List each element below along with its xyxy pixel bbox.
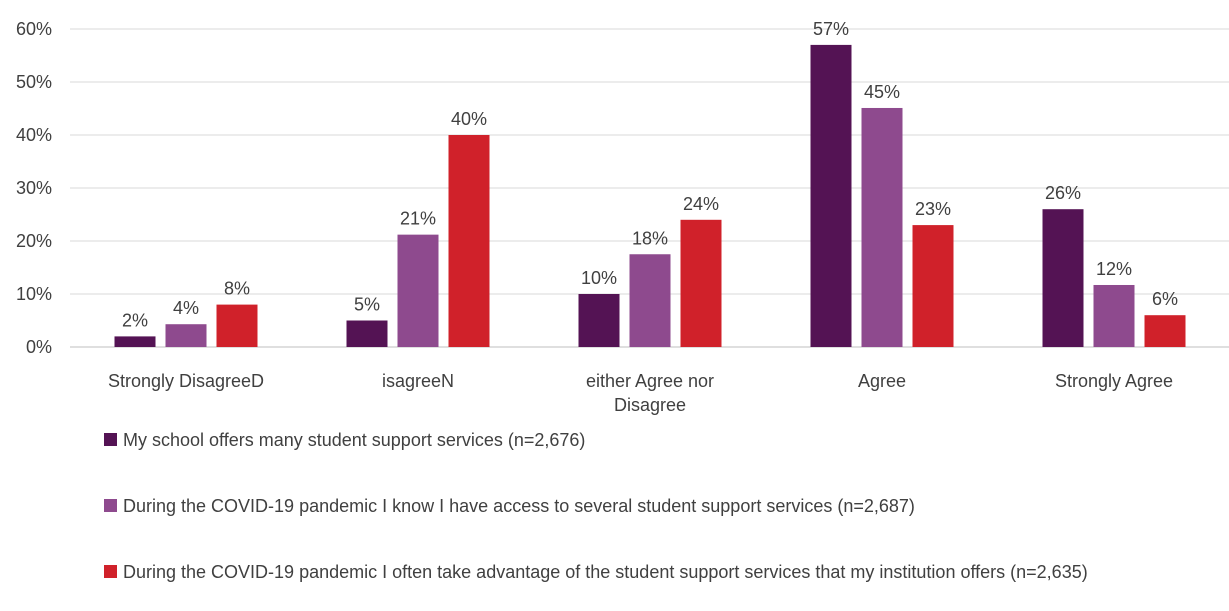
data-label: 45% [864, 82, 900, 102]
y-tick-label: 40% [16, 125, 52, 145]
legend-item-take-advantage: During the COVID-19 pandemic I often tak… [104, 560, 1088, 584]
data-label: 5% [354, 295, 380, 315]
bar [680, 219, 722, 347]
bar [448, 135, 490, 347]
bar [912, 225, 954, 347]
legend-label-1: During the COVID-19 pandemic I know I ha… [123, 496, 915, 516]
bar [397, 234, 439, 347]
bar [810, 44, 852, 348]
data-label: 23% [915, 199, 951, 219]
data-label: 24% [683, 194, 719, 214]
data-label: 12% [1096, 259, 1132, 279]
legend-label-0: My school offers many student support se… [123, 430, 586, 450]
bar [629, 254, 671, 347]
legend-swatch-1 [104, 499, 117, 512]
data-label: 10% [581, 268, 617, 288]
y-tick-label: 10% [16, 284, 52, 304]
bar [216, 304, 258, 347]
data-label: 18% [632, 228, 668, 248]
x-tick-label: either Agree nor [586, 371, 714, 391]
data-label: 4% [173, 298, 199, 318]
data-label: 6% [1152, 289, 1178, 309]
data-label: 40% [451, 109, 487, 129]
x-tick-label: Agree [858, 371, 906, 391]
bar [1042, 209, 1084, 347]
data-label: 26% [1045, 183, 1081, 203]
data-label: 2% [122, 310, 148, 330]
y-tick-label: 50% [16, 72, 52, 92]
data-label: 8% [224, 279, 250, 299]
x-tick-label: Strongly Agree [1055, 371, 1173, 391]
x-tick-label: Disagree [614, 395, 686, 415]
data-label: 21% [400, 209, 436, 229]
x-tick-label: isagreeN [382, 371, 454, 391]
y-tick-label: 60% [16, 19, 52, 39]
legend-swatch-2 [104, 565, 117, 578]
y-tick-label: 20% [16, 231, 52, 251]
bar [1144, 315, 1186, 347]
y-tick-label: 30% [16, 178, 52, 198]
bar [1093, 284, 1135, 347]
legend-item-school-offers: My school offers many student support se… [104, 428, 585, 452]
legend-swatch-0 [104, 433, 117, 446]
bar [578, 294, 620, 347]
bar [346, 320, 388, 347]
bar [165, 324, 207, 347]
legend-label-2: During the COVID-19 pandemic I often tak… [123, 562, 1088, 582]
bar [114, 336, 156, 347]
y-tick-label: 0% [26, 337, 52, 357]
bar [861, 107, 903, 347]
data-label: 57% [813, 19, 849, 39]
legend-item-access-services: During the COVID-19 pandemic I know I ha… [104, 494, 915, 518]
x-tick-label: Strongly DisagreeD [108, 371, 264, 391]
